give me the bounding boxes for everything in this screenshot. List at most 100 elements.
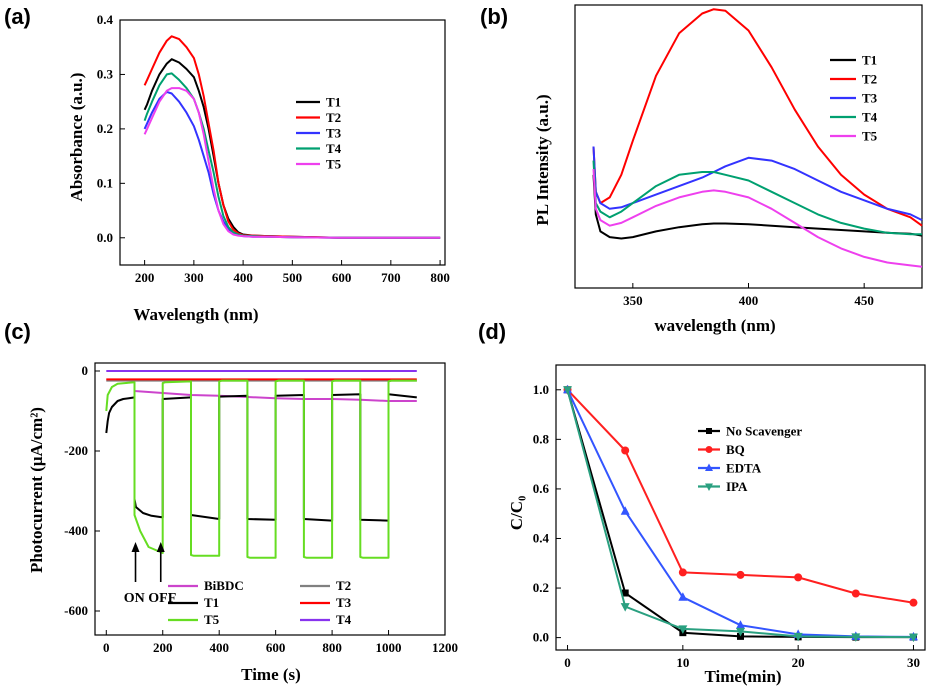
panel-a-x-tick-label: 200 xyxy=(135,270,155,285)
panel-a-x-axis-title: Wavelength (nm) xyxy=(133,305,258,324)
panel-d-ipa-point xyxy=(678,625,688,634)
panel-b-plot-frame xyxy=(574,4,923,289)
panel-c-y-tick-label: -200 xyxy=(64,443,88,458)
panel-d-legend-marker-edta xyxy=(705,463,713,471)
panel-d-bq-point xyxy=(678,568,687,577)
panel-c-y-tick-label: 0 xyxy=(82,363,89,378)
panel-d-bq-point xyxy=(909,598,918,607)
panel-c-legend-label-t5: T5 xyxy=(204,612,220,627)
panel-d-bq-point xyxy=(851,589,860,598)
panel-d-x-tick-label: 0 xyxy=(564,655,571,670)
panel-a-legend-label-t5: T5 xyxy=(326,157,342,172)
panel-c-photocurrent-chart: (c) Time (s) Photocurrent (μA/cm²) ON OF… xyxy=(4,319,458,684)
panel-b-x-axis-title: wavelength (nm) xyxy=(654,316,775,335)
panel-c-series-t5-line xyxy=(105,379,417,559)
panel-b-legend-label-t1: T1 xyxy=(862,53,877,68)
panel-c-x-tick-label: 0 xyxy=(103,640,110,655)
panel-d-legend-marker-no-scavenger xyxy=(706,428,712,434)
panel-d-scavenger-chart: (d) Time(min) C/C₀ 0 10 20 30 0.0 0.2 0.4 0.6 0.… xyxy=(478,319,926,686)
panel-c-y-tick-label: -600 xyxy=(64,603,88,618)
panel-a-plot-frame xyxy=(119,19,446,266)
panel-a-x-tick-label: 500 xyxy=(283,270,303,285)
panel-d-ipa-point xyxy=(851,633,861,642)
panel-d-legend-label-bq: BQ xyxy=(726,442,745,457)
panel-c-y-tick-label: -400 xyxy=(64,523,88,538)
panel-d-ipa-point xyxy=(736,627,745,637)
panel-a-label: (a) xyxy=(4,4,31,29)
panel-c-series-t1-line xyxy=(105,393,417,522)
panel-c-legend-label-t2: T2 xyxy=(336,578,351,593)
panel-d-x-tick-label: 30 xyxy=(907,655,920,670)
panel-d-bq-point xyxy=(621,446,630,455)
panel-d-edta-point xyxy=(678,592,688,601)
panel-d-legend-marker-ipa xyxy=(705,483,713,491)
panel-d-y-tick-label: 0.6 xyxy=(533,481,550,496)
panel-d-y-tick-label: 0.4 xyxy=(533,530,550,545)
panel-d-x-tick-label: 20 xyxy=(792,655,805,670)
panel-a-series-t5-line xyxy=(143,87,441,239)
panel-c-x-tick-label: 1000 xyxy=(376,640,402,655)
panel-a-y-tick-label: 0.3 xyxy=(97,66,114,81)
panel-d-label: (d) xyxy=(478,319,506,344)
on-off-arrow-head xyxy=(156,542,165,552)
panel-a-x-tick-label: 300 xyxy=(184,270,204,285)
panel-c-label: (c) xyxy=(4,319,31,344)
panel-c-legend-label-t3: T3 xyxy=(336,595,352,610)
panel-a-y-axis-title: Absorbance (a.u.) xyxy=(67,73,86,202)
panel-c-x-tick-label: 800 xyxy=(322,640,342,655)
panel-b-legend-label-t4: T4 xyxy=(862,110,878,125)
panel-a-y-tick-label: 0.4 xyxy=(97,12,114,27)
panel-a-absorbance-chart: (a) Wavelength (nm) Absorbance (a.u.) 20… xyxy=(4,4,450,324)
panel-c-x-tick-label: 600 xyxy=(266,640,286,655)
panel-b-series-t4-line xyxy=(592,160,922,236)
panel-b-pl-chart: (b) wavelength (nm) PL Intensity (a.u.) … xyxy=(480,4,923,335)
panel-c-legend-label-bibdc: BiBDC xyxy=(204,578,244,593)
panel-a-y-tick-label: 0.1 xyxy=(97,175,113,190)
panel-c-plot-frame xyxy=(94,362,446,636)
panel-d-plot-frame xyxy=(555,364,926,651)
panel-d-edta-point xyxy=(620,506,630,515)
panel-d-ipa-point xyxy=(793,632,803,642)
panel-b-series-t3-line xyxy=(592,146,923,221)
on-off-annotation: ON OFF xyxy=(124,591,177,606)
panel-c-x-axis-title: Time (s) xyxy=(241,665,301,684)
panel-c-x-tick-label: 400 xyxy=(209,640,229,655)
panel-b-x-tick-label: 350 xyxy=(623,293,643,308)
panel-b-x-tick-label: 450 xyxy=(854,293,874,308)
panel-a-legend-label-t3: T3 xyxy=(326,126,342,141)
panel-b-series-t5-line xyxy=(592,169,923,268)
panel-c-legend-label-t1: T1 xyxy=(204,595,219,610)
panel-a-y-tick-label: 0.2 xyxy=(97,121,113,136)
on-off-arrow-head xyxy=(131,542,140,552)
panel-d-x-axis-title: Time(min) xyxy=(704,667,781,686)
panel-d-x-tick-label: 10 xyxy=(676,655,689,670)
panel-d-legend-marker-bq xyxy=(705,446,713,453)
panel-c-legend-label-t4: T4 xyxy=(336,612,352,627)
panel-d-ipa-point xyxy=(908,633,918,643)
panel-d-ipa-point xyxy=(620,603,630,612)
panel-d-y-tick-label: 0.2 xyxy=(533,580,549,595)
panel-d-legend-label-no-scavenger: No Scavenger xyxy=(726,424,802,439)
panel-a-legend-label-t1: T1 xyxy=(326,95,341,110)
panel-a-x-tick-label: 700 xyxy=(381,270,401,285)
panel-a-x-tick-label: 400 xyxy=(233,270,253,285)
panel-d-y-tick-label: 1.0 xyxy=(533,382,549,397)
panel-d-y-axis-title: C/C₀ xyxy=(507,496,526,530)
panel-b-legend-label-t2: T2 xyxy=(862,72,877,87)
panel-b-y-axis-title: PL Intensity (a.u.) xyxy=(533,94,552,225)
panel-c-x-tick-label: 200 xyxy=(153,640,173,655)
panel-c-x-tick-label: 1200 xyxy=(432,640,458,655)
panel-a-x-tick-label: 600 xyxy=(332,270,352,285)
panel-d-y-tick-label: 0.0 xyxy=(533,630,549,645)
panel-d-bq-point xyxy=(736,570,745,579)
panel-b-series-t1-line xyxy=(592,174,923,240)
panel-a-legend-label-t4: T4 xyxy=(326,141,342,156)
panel-a-series-t3-line xyxy=(143,90,441,239)
panel-b-label: (b) xyxy=(480,4,508,29)
panel-a-y-tick-label: 0.0 xyxy=(97,230,113,245)
panel-d-legend-label-ipa: IPA xyxy=(726,479,748,494)
panel-a-x-tick-label: 800 xyxy=(430,270,450,285)
panel-d-ipa-point xyxy=(563,386,573,395)
panel-d-legend-label-edta: EDTA xyxy=(726,461,762,476)
